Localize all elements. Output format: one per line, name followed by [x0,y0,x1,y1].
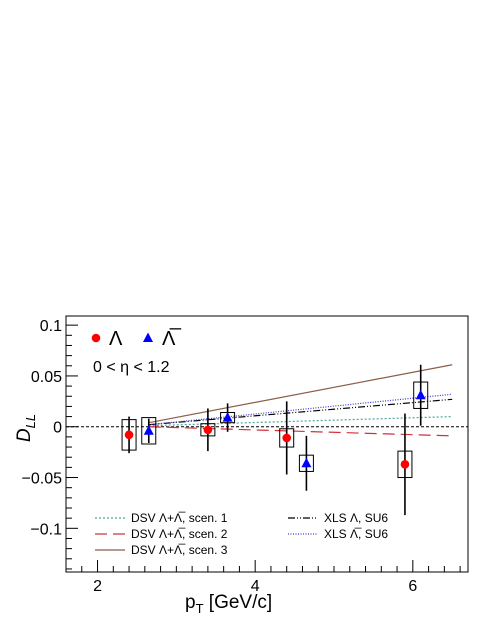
data-point-antilambda [143,425,154,435]
y-axis-label-sub: LL [23,414,38,428]
axes: 0.1 0.05 0 −0.05 −0.1 2 4 6 [22,318,461,595]
legend-curve-label-3: DSV Λ+Λ̅, scen. 3 [131,543,228,557]
theory-curve-4 [148,398,453,426]
y-tick-label: 0 [53,420,62,437]
data-point-antilambda [222,412,233,422]
legend-curve-label-1: DSV Λ+Λ̅, scen. 1 [131,511,228,525]
data-point-lambda [400,460,410,469]
legend-antilambda-label: Λ̅ [162,327,181,350]
y-tick-label: 0.05 [31,369,62,386]
data-point-lambda [203,425,213,435]
eta-range-annotation: 0 < η < 1.2 [93,359,170,376]
systematic-box [141,417,157,445]
theory-curve-3 [148,364,453,424]
x-axis-label-rest: [GeV/c] [204,592,273,613]
x-tick-label: 6 [408,578,417,595]
data-point-antilambda [301,457,312,468]
legend-lambda-marker [91,333,101,343]
x-axis-label-main: p [185,592,196,613]
legend-curve-label-4: XLS Λ, SU6 [324,511,388,525]
data-point-lambda [282,433,292,443]
y-tick-label: 0.1 [40,318,62,335]
x-tick-label: 4 [251,578,260,595]
legend-antilambda-marker [143,332,153,342]
theory-curve-5 [148,393,453,426]
data-point-antilambda [415,389,426,400]
y-tick-label: −0.1 [30,521,62,538]
legend-curve-label-2: DSV Λ+Λ̅, scen. 2 [131,527,228,541]
y-axis-label: DLL [14,414,38,442]
legend-lambda-label: Λ [109,328,123,350]
data-point-lambda [124,430,134,440]
x-axis-label: pT [GeV/c] [185,592,272,616]
theory-curve-2 [148,426,453,437]
theory-curve-1 [148,415,453,427]
data-points [121,364,429,516]
plot-area [65,315,469,573]
plot-frame [65,315,469,573]
legend-curve-label-5: XLS Λ̅, SU6 [324,527,388,541]
legend: Λ Λ̅ DSV Λ+Λ̅, scen. 1 DSV Λ+Λ̅, scen. 2 DSV… [91,327,388,557]
x-axis-label-sub: T [196,601,204,616]
x-tick-label: 2 [93,578,102,595]
y-tick-label: −0.05 [22,471,63,488]
y-axis-label-main: D [14,428,35,442]
theory-curves [148,364,453,437]
